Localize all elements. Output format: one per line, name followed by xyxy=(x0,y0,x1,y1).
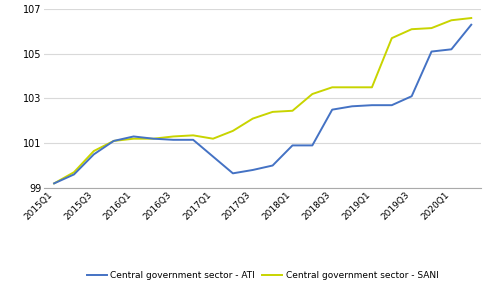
Central government sector - SANI xyxy=(369,85,375,89)
Central government sector - ATI xyxy=(448,48,454,51)
Central government sector - SANI xyxy=(210,137,216,141)
Central government sector - ATI xyxy=(389,103,395,107)
Central government sector - ATI xyxy=(290,144,296,147)
Central government sector - ATI xyxy=(329,108,335,112)
Central government sector - ATI xyxy=(230,171,236,175)
Central government sector - SANI xyxy=(150,137,156,141)
Central government sector - SANI xyxy=(111,139,117,143)
Central government sector - ATI xyxy=(349,105,355,108)
Central government sector - SANI xyxy=(409,27,414,31)
Central government sector - SANI xyxy=(349,85,355,89)
Central government sector - SANI xyxy=(190,134,196,137)
Central government sector - ATI xyxy=(71,173,77,176)
Central government sector - ATI xyxy=(468,23,474,27)
Central government sector - SANI xyxy=(91,149,97,153)
Central government sector - ATI xyxy=(429,50,435,53)
Central government sector - ATI xyxy=(51,181,57,185)
Central government sector - SANI xyxy=(170,135,176,138)
Central government sector - ATI xyxy=(309,144,315,147)
Central government sector - ATI xyxy=(250,168,256,172)
Central government sector - ATI xyxy=(409,95,414,98)
Central government sector - SANI xyxy=(290,109,296,113)
Central government sector - SANI xyxy=(51,181,57,185)
Central government sector - SANI xyxy=(329,85,335,89)
Central government sector - SANI xyxy=(230,129,236,133)
Central government sector - ATI xyxy=(170,138,176,142)
Central government sector - SANI xyxy=(448,18,454,22)
Central government sector - ATI xyxy=(270,164,275,167)
Central government sector - SANI xyxy=(429,26,435,30)
Central government sector - ATI xyxy=(111,139,117,143)
Line: Central government sector - SANI: Central government sector - SANI xyxy=(54,18,471,183)
Central government sector - SANI xyxy=(250,117,256,120)
Central government sector - ATI xyxy=(91,152,97,156)
Central government sector - SANI xyxy=(468,16,474,20)
Central government sector - ATI xyxy=(131,135,136,138)
Central government sector - ATI xyxy=(369,103,375,107)
Central government sector - SANI xyxy=(71,170,77,174)
Line: Central government sector - ATI: Central government sector - ATI xyxy=(54,25,471,183)
Central government sector - SANI xyxy=(389,36,395,40)
Central government sector - SANI xyxy=(270,110,275,114)
Central government sector - ATI xyxy=(150,137,156,141)
Legend: Central government sector - ATI, Central government sector - SANI: Central government sector - ATI, Central… xyxy=(83,268,442,284)
Central government sector - SANI xyxy=(131,137,136,141)
Central government sector - ATI xyxy=(190,138,196,142)
Central government sector - ATI xyxy=(210,155,216,158)
Central government sector - SANI xyxy=(309,92,315,96)
